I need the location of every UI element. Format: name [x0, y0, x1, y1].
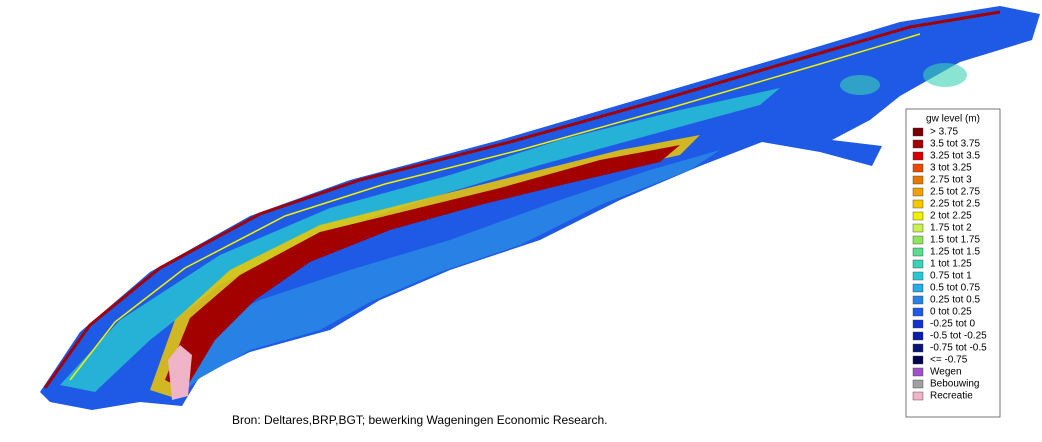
legend-label: 2.75 tot 3	[930, 175, 972, 186]
legend-swatch	[913, 296, 923, 304]
legend-swatch	[913, 152, 923, 160]
island	[40, 6, 1040, 410]
legend-label: 0.25 tot 0.5	[930, 295, 980, 306]
legend-label: 1 tot 1.25	[930, 259, 972, 270]
legend-label: 0.5 tot 0.75	[930, 283, 980, 294]
legend-swatch	[913, 356, 923, 364]
legend-swatch	[913, 380, 923, 388]
legend-swatch	[913, 392, 923, 400]
legend-swatch	[913, 200, 923, 208]
legend-label: 2.25 tot 2.5	[930, 199, 980, 210]
legend-swatch	[913, 332, 923, 340]
legend-label: -0.75 tot -0.5	[930, 343, 987, 354]
legend-label: Bebouwing	[930, 379, 979, 390]
pond	[840, 75, 880, 95]
legend-label: -0.25 tot 0	[930, 319, 975, 330]
legend-label: 3.25 tot 3.5	[930, 151, 980, 162]
legend-label: 1.75 tot 2	[930, 223, 972, 234]
source-note: Bron: Deltares,BRP,BGT; bewerking Wageni…	[232, 413, 608, 427]
legend-label: 1.25 tot 1.5	[930, 247, 980, 258]
legend-swatch	[913, 176, 923, 184]
legend-swatch	[913, 224, 923, 232]
legend-label: <= -0.75	[930, 355, 968, 366]
legend-label: 2 tot 2.25	[930, 211, 972, 222]
legend-swatch	[913, 260, 923, 268]
legend-label: 1.5 tot 1.75	[930, 235, 980, 246]
pond	[923, 63, 967, 87]
legend-label: 2.5 tot 2.75	[930, 187, 980, 198]
legend-swatch	[913, 320, 923, 328]
legend-label: -0.5 tot -0.25	[930, 331, 987, 342]
legend-swatch	[913, 128, 923, 136]
legend-label: 3 tot 3.25	[930, 163, 972, 174]
legend-swatch	[913, 188, 923, 196]
legend-swatch	[913, 140, 923, 148]
legend-swatch	[913, 272, 923, 280]
legend-label: 0.75 tot 1	[930, 271, 972, 282]
legend-swatch	[913, 212, 923, 220]
legend-label: Recreatie	[930, 391, 973, 402]
legend-swatch	[913, 368, 923, 376]
legend-swatch	[913, 344, 923, 352]
legend-label: > 3.75	[930, 127, 959, 138]
legend-swatch	[913, 284, 923, 292]
legend-label: Wegen	[930, 367, 962, 378]
legend-swatch	[913, 164, 923, 172]
legend-label: 3.5 tot 3.75	[930, 139, 980, 150]
legend-swatch	[913, 236, 923, 244]
legend-swatch	[913, 308, 923, 316]
legend-swatch	[913, 248, 923, 256]
legend-label: 0 tot 0.25	[930, 307, 972, 318]
map: gw level (m) > 3.753.5 tot 3.753.25 tot …	[0, 0, 1042, 437]
legend-title: gw level (m)	[926, 114, 980, 125]
